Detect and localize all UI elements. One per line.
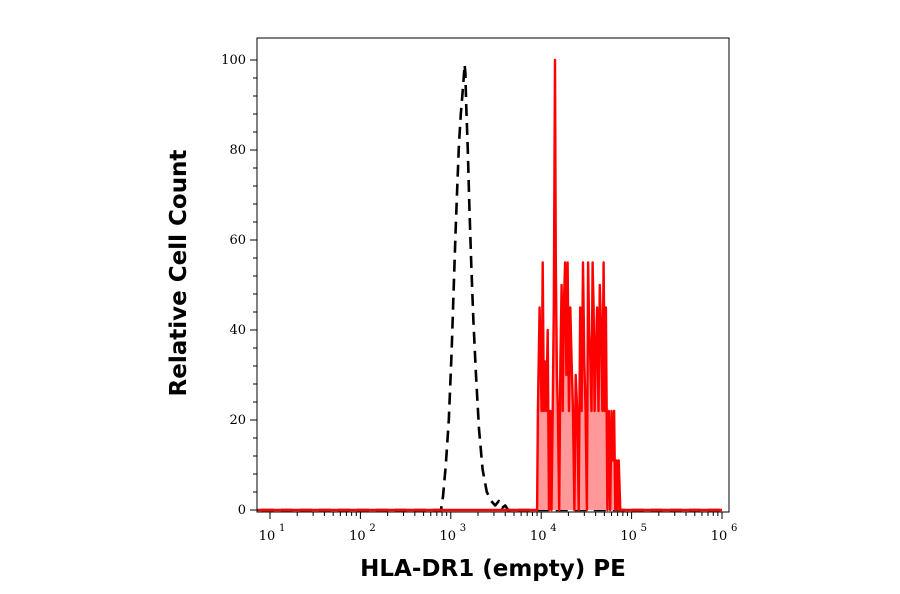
- y-tick-label: 0: [238, 503, 246, 518]
- x-tick-exponent: 5: [641, 523, 647, 534]
- x-tick-exponent: 6: [731, 523, 737, 534]
- x-tick-label: 10: [620, 529, 637, 544]
- series-0-line: [257, 63, 722, 512]
- x-tick-exponent: 4: [550, 523, 556, 534]
- y-tick-label: 20: [229, 413, 246, 428]
- x-tick-label: 10: [349, 529, 366, 544]
- series-layer: [257, 58, 722, 512]
- plot-frame: [256, 37, 730, 513]
- x-tick-exponent: 2: [369, 523, 375, 534]
- x-tick-label: 10: [440, 529, 457, 544]
- series-1-line: [257, 58, 722, 512]
- x-axis-title: HLA-DR1 (empty) PE: [360, 556, 626, 582]
- y-axis-title: Relative Cell Count: [166, 150, 192, 397]
- y-tick-label: 40: [229, 323, 246, 338]
- y-tick-label: 100: [221, 53, 246, 68]
- x-tick-exponent: 1: [279, 523, 285, 534]
- x-tick-label: 10: [530, 529, 547, 544]
- y-axis: 0 20 40 60 80 100: [221, 53, 257, 518]
- x-tick-label: 10: [259, 529, 276, 544]
- y-tick-label: 80: [229, 143, 246, 158]
- y-tick-label: 60: [229, 233, 246, 248]
- series-1-fill: [257, 60, 722, 510]
- x-tick-exponent: 3: [460, 523, 466, 534]
- x-tick-label: 10: [711, 529, 728, 544]
